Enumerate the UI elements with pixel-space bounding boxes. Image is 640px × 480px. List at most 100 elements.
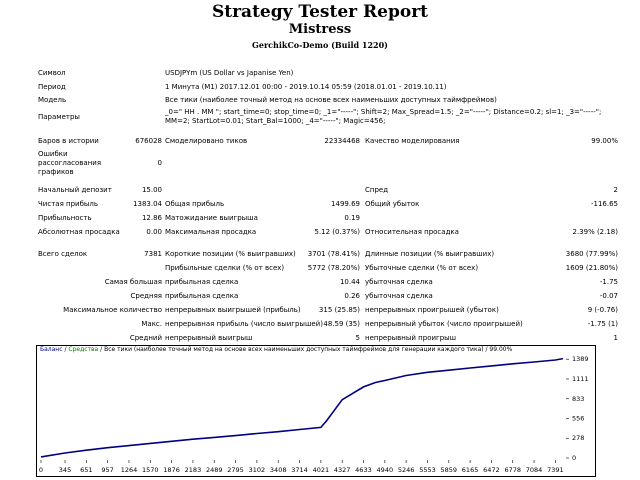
x-tick-label: 5553	[419, 466, 436, 474]
avg-cons-losses-label: непрерывный проигрыш	[365, 334, 457, 342]
max-cons-loss-label: непрерывный убыток (число проигрышей)	[365, 320, 523, 328]
ticks-value: 22334468	[324, 137, 360, 145]
rel-drawdown-label: Относительная просадка	[365, 228, 459, 236]
loss-trades-label: Убыточные сделки (% от всех)	[365, 264, 479, 272]
x-tick-label: 2795	[227, 466, 244, 474]
params-label: Параметры	[38, 113, 80, 121]
y-tick-label: 1389	[572, 355, 589, 363]
x-tick-label: 4633	[355, 466, 372, 474]
loss-trades-value: 1609 (21.80%)	[565, 264, 618, 272]
chart-legend: Баланс / Средства / Все тики (наиболее т…	[40, 346, 512, 353]
avg-cons-label: Средний	[129, 334, 162, 342]
largest-loss-label: убыточная сделка	[365, 278, 433, 286]
max-cons-wins-label: непрерывных выигрышей (прибыль)	[165, 306, 301, 314]
gross-profit-value: 1499.69	[331, 200, 360, 208]
avg-cons-wins-value: 5	[355, 334, 360, 342]
largest-label: Самая большая	[104, 278, 162, 286]
errors-label: Ошибки рассогласования графиков	[38, 150, 102, 176]
average-label: Средняя	[130, 292, 162, 300]
payoff-label: Матожидание выигрыша	[165, 214, 258, 222]
legend-equity: Средства	[68, 346, 99, 353]
x-tick-label: 3714	[291, 466, 308, 474]
x-tick-label: 3102	[249, 466, 266, 474]
payoff-value: 0.19	[344, 214, 360, 222]
gross-loss-label: Общий убыток	[365, 200, 420, 208]
legend-balance: Баланс	[40, 346, 63, 353]
rel-drawdown-value: 2.39% (2.18)	[572, 228, 618, 236]
max-cons-loss-value: -1.75 (1)	[587, 320, 618, 328]
y-tick-label: 278	[572, 434, 584, 442]
x-tick-label: 4940	[377, 466, 394, 474]
largest-profit-value: 10.44	[339, 278, 360, 286]
x-tick-label: 2183	[185, 466, 202, 474]
x-tick-label: 6472	[483, 466, 500, 474]
largest-profit-label: прибыльная сделка	[165, 278, 239, 286]
quality-label: Качество моделирования	[365, 137, 460, 145]
max-cons-profit-label: непрерывная прибыль (число выигрышей)	[165, 320, 323, 328]
legend-description: Все тики (наиболее точный метод на основ…	[104, 346, 513, 353]
profit-factor-label: Прибыльность	[38, 214, 92, 222]
legend-separator: /	[98, 346, 105, 353]
x-tick-label: 4021	[313, 466, 330, 474]
x-tick-label: 6778	[504, 466, 521, 474]
deposit-value: 15.00	[141, 186, 162, 194]
avg-cons-wins-label: непрерывный выигрыш	[165, 334, 253, 342]
errors-value: 0	[157, 159, 162, 167]
avg-cons-losses-value: 1	[613, 334, 618, 342]
bars-label: Баров в истории	[38, 137, 99, 145]
profit-trades-label: Прибыльные сделки (% от всех)	[165, 264, 285, 272]
average-profit-value: 0.26	[344, 292, 360, 300]
long-positions-value: 3680 (77.99%)	[565, 250, 618, 258]
abs-drawdown-label: Абсолютная просадка	[38, 228, 120, 236]
x-tick-label: 345	[59, 466, 71, 474]
report-title: Strategy Tester Report	[211, 2, 429, 22]
profit-trades-value: 5772 (78.20%)	[307, 264, 360, 272]
x-tick-label: 957	[101, 466, 113, 474]
x-tick-label: 0	[39, 466, 43, 474]
model-value: Все тики (наиболее точный метод на основ…	[165, 96, 497, 104]
short-positions-label: Короткие позиции (% выигравших)	[165, 250, 296, 258]
profit-factor-value: 12.86	[141, 214, 162, 222]
ticks-label: Смоделировано тиков	[165, 137, 248, 145]
x-tick-label: 5859	[441, 466, 458, 474]
balance-line	[40, 357, 564, 458]
max-drawdown-value: 5.12 (0.37%)	[314, 228, 360, 236]
bars-value: 676028	[135, 137, 162, 145]
max-cons-profit-value: 48.59 (35)	[323, 320, 360, 328]
y-tick-label: 833	[572, 395, 584, 403]
y-tick-label: 1111	[572, 375, 589, 383]
spread-value: 2	[613, 186, 618, 194]
net-profit-label: Чистая прибыль	[38, 200, 99, 208]
params-value: _0=" HH . MM "; start_time=0; stop_time=…	[165, 108, 602, 125]
expert-name: Mistress	[288, 22, 352, 37]
symbol-value: USDJPYm (US Dollar vs Japanise Yen)	[165, 69, 294, 77]
x-tick-label: 1264	[121, 466, 138, 474]
long-positions-label: Длинные позиции (% выигравших)	[365, 250, 495, 258]
x-tick-label: 7084	[526, 466, 543, 474]
x-tick-label: 1876	[163, 466, 180, 474]
y-tick-label: 0	[572, 454, 576, 462]
gross-profit-label: Общая прибыль	[165, 200, 225, 208]
x-tick-label: 2489	[206, 466, 223, 474]
average-profit-label: прибыльная сделка	[165, 292, 239, 300]
max-label: Макс.	[141, 320, 162, 328]
average-loss-label: убыточная сделка	[365, 292, 433, 300]
average-loss-value: -0.07	[599, 292, 618, 300]
abs-drawdown-value: 0.00	[146, 228, 162, 236]
server-name: GerchikCo-Demo (Build 1220)	[252, 40, 388, 50]
x-tick-label: 651	[80, 466, 92, 474]
deposit-label: Начальный депозит	[38, 186, 112, 194]
max-count-label: Максимальное количество	[63, 306, 162, 314]
max-cons-losses-value: 9 (-0.76)	[587, 306, 618, 314]
x-tick-label: 6165	[462, 466, 479, 474]
max-drawdown-label: Максимальная просадка	[165, 228, 257, 236]
largest-loss-value: -1.75	[599, 278, 618, 286]
short-positions-value: 3701 (78.41%)	[307, 250, 360, 258]
x-tick-label: 5246	[398, 466, 415, 474]
model-label: Модель	[38, 96, 67, 104]
period-label: Период	[38, 83, 66, 91]
spread-label: Спред	[365, 186, 389, 194]
quality-value: 99.00%	[591, 137, 618, 145]
balance-chart: 0 345 651 957 1264 1570 1876 2183 2489 2795 3102 34…	[36, 345, 596, 477]
x-tick-label: 3408	[270, 466, 287, 474]
